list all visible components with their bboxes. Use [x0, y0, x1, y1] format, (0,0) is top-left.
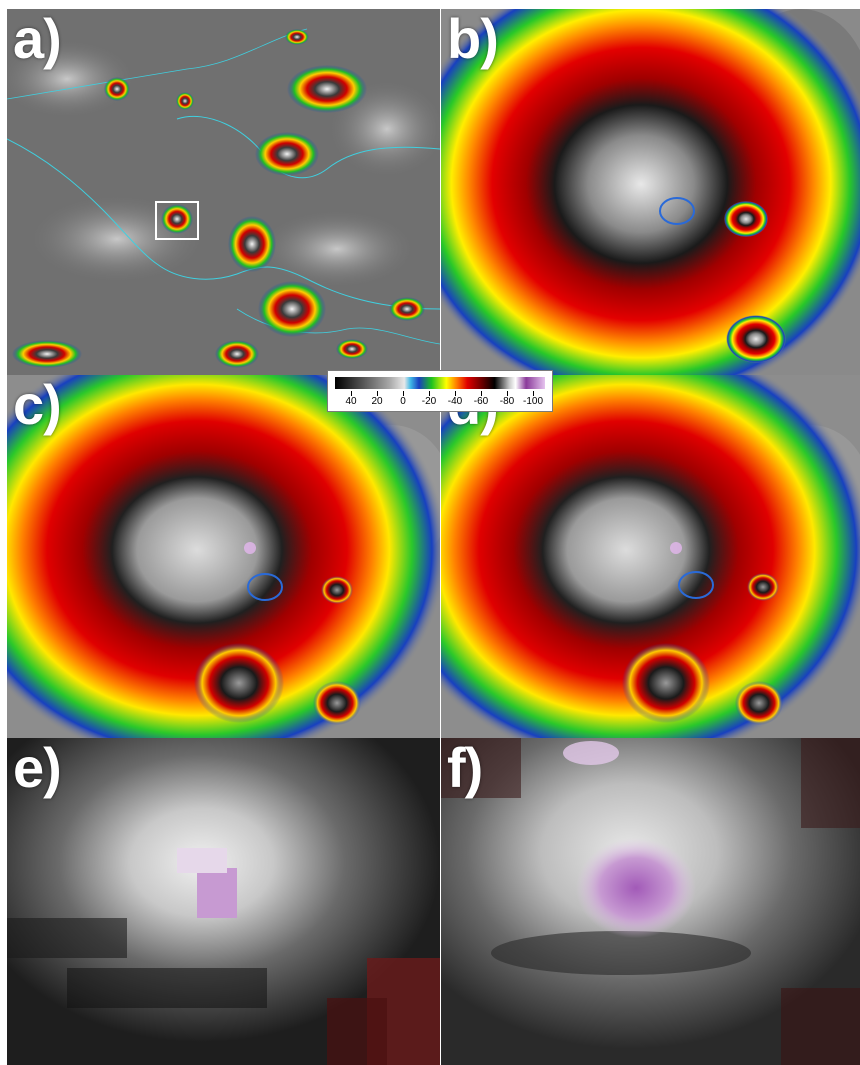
- colorbar-tick-label: -20: [421, 396, 437, 407]
- colorbar-tick: [351, 391, 352, 396]
- panel-c-image: c): [7, 375, 440, 738]
- panel-a-overview-image: a): [7, 9, 440, 375]
- hires-satellite-image-d: [441, 375, 860, 738]
- selection-box: [155, 201, 199, 240]
- panel-f-label: f): [447, 738, 483, 799]
- colorbar-tick-label: -60: [473, 396, 489, 407]
- panel-e-label: e): [13, 738, 62, 799]
- panel-a-label: a): [13, 9, 62, 70]
- highlight-circle: [247, 573, 283, 601]
- panel-b-label: b): [447, 9, 499, 70]
- temperature-colorbar: 40 20 0 -20 -40 -60 -80 -100: [327, 370, 553, 412]
- closeup-pixel-image-f: [441, 738, 860, 1065]
- colorbar-tick: [455, 391, 456, 396]
- colorbar-gradient: [335, 377, 545, 389]
- colorbar-tick: [507, 391, 508, 396]
- panel-f-closeup-image: f): [441, 738, 860, 1065]
- hires-satellite-image-c: [7, 375, 440, 738]
- panel-d-image: d): [441, 375, 860, 738]
- colorbar-tick: [429, 391, 430, 396]
- colorbar-tick-label: 40: [345, 396, 357, 407]
- colorbar-tick: [481, 391, 482, 396]
- colorbar-tick-label: 0: [400, 396, 406, 407]
- colorbar-tick-label: -100: [522, 396, 544, 407]
- zoom-satellite-image: [441, 9, 860, 375]
- overview-satellite-image: [7, 9, 440, 375]
- highlight-circle: [678, 571, 714, 599]
- panel-c-label: c): [13, 375, 62, 436]
- colorbar-tick-label: -80: [499, 396, 515, 407]
- panel-b-zoom-image: b): [441, 9, 860, 375]
- panel-e-closeup-image: e): [7, 738, 440, 1065]
- colorbar-tick: [533, 391, 534, 396]
- colorbar-tick-label: -40: [447, 396, 463, 407]
- colorbar-tick-label: 20: [371, 396, 383, 407]
- closeup-pixel-image-e: [7, 738, 440, 1065]
- colorbar-tick: [377, 391, 378, 396]
- highlight-circle: [659, 197, 695, 225]
- colorbar-tick: [403, 391, 404, 396]
